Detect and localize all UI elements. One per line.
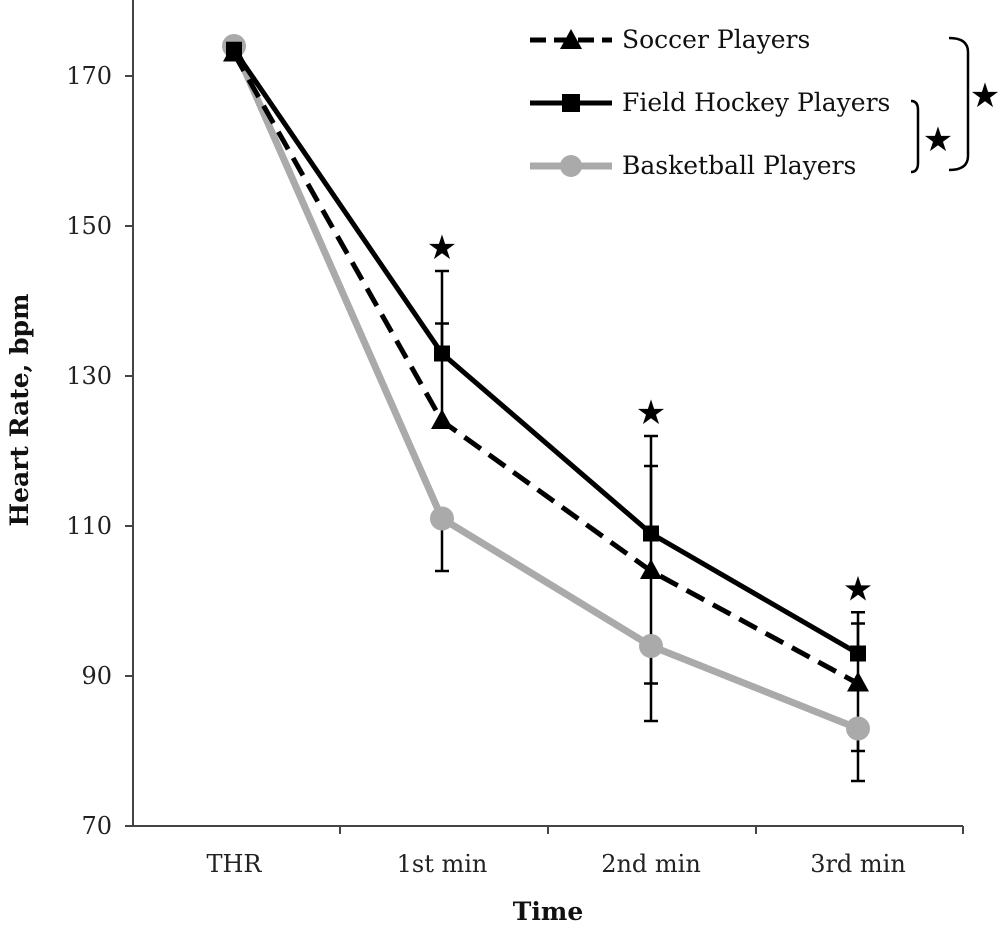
error-bars — [435, 269, 865, 783]
x-axis-ticks: THR 1st min 2nd min 3rd min — [206, 826, 964, 878]
series-markers — [222, 34, 870, 741]
legend: Soccer Players Field Hockey Players Bask… — [530, 25, 1000, 180]
bracket-soccer-basketball — [948, 36, 970, 172]
x-axis-title: Time — [513, 897, 583, 926]
legend-label-basketball: Basketball Players — [622, 151, 856, 180]
y-axis-ticks: 70 90 110 130 150 170 — [66, 62, 133, 840]
marker-basketball-players — [639, 634, 663, 658]
marker-field-hockey-players — [434, 345, 450, 362]
series-line-soccer-players — [231, 52, 860, 686]
bracket-star-icon-inner: ★ — [923, 120, 953, 160]
marker-field-hockey-players — [643, 525, 659, 542]
significance-star-icon-2nd-min: ★ — [636, 393, 666, 433]
x-tick-label-2nd-min: 2nd min — [601, 850, 701, 878]
x-tick-label-thr: THR — [206, 850, 262, 878]
series-lines — [230, 44, 860, 732]
bracket-star-icon-outer: ★ — [970, 76, 1000, 116]
legend-item-field-hockey: Field Hockey Players — [530, 88, 890, 117]
marker-basketball-players — [430, 506, 454, 531]
marker-basketball-players — [846, 716, 870, 741]
y-tick-label: 170 — [66, 62, 112, 90]
y-axis-title: Heart Rate, bpm — [5, 294, 34, 527]
marker-soccer-players — [640, 559, 662, 579]
x-tick-label-3rd-min: 3rd min — [810, 850, 906, 878]
bracket-hockey-basketball — [910, 99, 920, 174]
legend-triangle-icon — [560, 29, 582, 49]
x-tick-label-1st-min: 1st min — [397, 850, 488, 878]
legend-square-icon — [562, 94, 580, 112]
significance-star-icon-1st-min: ★ — [427, 228, 457, 268]
marker-field-hockey-players — [850, 645, 866, 662]
marker-soccer-players — [431, 409, 453, 429]
legend-item-basketball: Basketball Players — [530, 151, 856, 180]
series-line-field-hockey-players — [231, 48, 860, 656]
y-tick-label: 70 — [81, 812, 112, 840]
y-tick-label: 130 — [66, 362, 112, 390]
series-line-basketball-players — [230, 44, 860, 732]
marker-soccer-players — [847, 671, 869, 692]
y-tick-label: 110 — [66, 512, 112, 540]
significance-stars: ★ ★ ★ — [427, 228, 873, 609]
marker-field-hockey-players — [226, 41, 242, 58]
legend-label-field-hockey: Field Hockey Players — [622, 88, 890, 117]
significance-star-icon-3rd-min: ★ — [843, 569, 873, 609]
legend-circle-icon — [560, 155, 582, 177]
y-tick-label: 150 — [66, 212, 112, 240]
legend-item-soccer: Soccer Players — [530, 25, 810, 54]
y-tick-label: 90 — [81, 662, 112, 690]
legend-label-soccer: Soccer Players — [622, 25, 810, 54]
